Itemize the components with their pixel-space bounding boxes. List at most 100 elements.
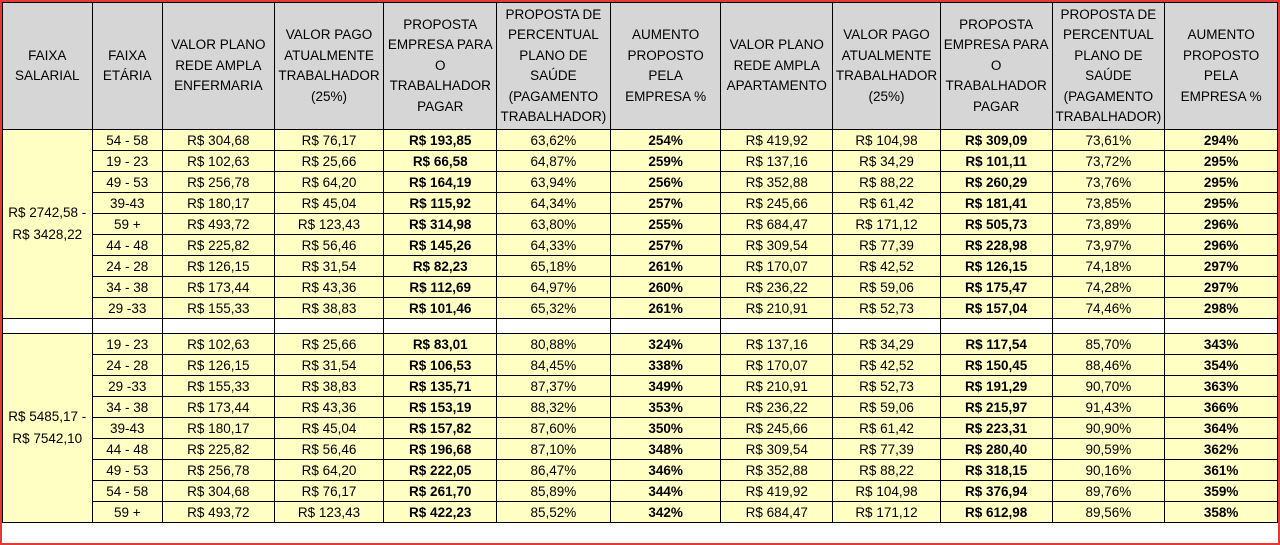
- faixa-etaria-cell: 34 - 38: [91, 276, 163, 298]
- percentual-enfermaria-cell: 64,34%: [496, 192, 611, 214]
- faixa-etaria-cell: 24 - 28: [91, 354, 163, 376]
- empty-cell: [939, 318, 1053, 334]
- proposta-enfermaria-cell: R$ 164,19: [383, 171, 498, 193]
- valor-pago-enfermaria-cell: R$ 64,20: [273, 171, 385, 193]
- faixa-salarial-cell: R$ 5485,17 - R$ 7542,10: [2, 333, 93, 523]
- table-row: 49 - 53 R$ 256,78 R$ 64,20 R$ 222,05 86,47% 3…: [3, 459, 1278, 481]
- table-row: 24 - 28 R$ 126,15 R$ 31,54 R$ 106,53 84,45% 3…: [3, 354, 1278, 376]
- valor-plano-enfermaria-cell: R$ 173,44: [161, 396, 275, 418]
- valor-pago-apartamento-cell: R$ 61,42: [832, 192, 941, 214]
- aumento-apartamento-cell: 366%: [1164, 396, 1278, 418]
- percentual-apartamento-cell: 89,76%: [1051, 480, 1166, 502]
- proposta-apartamento-cell: R$ 309,09: [939, 129, 1053, 151]
- valor-plano-enfermaria-cell: R$ 493,72: [161, 501, 275, 523]
- valor-plano-apartamento-cell: R$ 245,66: [720, 192, 834, 214]
- aumento-enfermaria-cell: 348%: [609, 438, 722, 460]
- percentual-enfermaria-cell: 84,45%: [496, 354, 611, 376]
- percentual-apartamento-cell: 90,90%: [1051, 417, 1166, 439]
- aumento-enfermaria-cell: 255%: [609, 213, 722, 235]
- aumento-apartamento-cell: 358%: [1164, 501, 1278, 523]
- aumento-enfermaria-cell: 257%: [609, 234, 722, 256]
- valor-pago-enfermaria-cell: R$ 56,46: [273, 234, 385, 256]
- valor-pago-enfermaria-cell: R$ 43,36: [273, 276, 385, 298]
- faixa-etaria-cell: 54 - 58: [91, 480, 163, 502]
- valor-pago-apartamento-cell: R$ 104,98: [832, 129, 941, 151]
- table-row: 59 + R$ 493,72 R$ 123,43 R$ 314,98 63,80% 255…: [3, 213, 1278, 235]
- proposta-apartamento-cell: R$ 101,11: [939, 150, 1053, 172]
- percentual-enfermaria-cell: 63,80%: [496, 213, 611, 235]
- percentual-apartamento-cell: 74,28%: [1051, 276, 1166, 298]
- valor-pago-apartamento-cell: R$ 61,42: [832, 417, 941, 439]
- valor-plano-apartamento-cell: R$ 210,91: [720, 375, 834, 397]
- percentual-enfermaria-cell: 64,87%: [496, 150, 611, 172]
- valor-plano-apartamento-cell: R$ 352,88: [720, 459, 834, 481]
- valor-plano-apartamento-cell: R$ 170,07: [720, 255, 834, 277]
- valor-plano-enfermaria-cell: R$ 493,72: [161, 213, 275, 235]
- faixa-etaria-cell: 39-43: [91, 192, 163, 214]
- faixa-etaria-cell: 29 -33: [91, 297, 163, 319]
- valor-plano-apartamento-cell: R$ 352,88: [720, 171, 834, 193]
- percentual-enfermaria-cell: 80,88%: [496, 333, 611, 355]
- aumento-enfermaria-cell: 324%: [609, 333, 722, 355]
- valor-pago-enfermaria-cell: R$ 64,20: [273, 459, 385, 481]
- proposta-enfermaria-cell: R$ 222,05: [383, 459, 498, 481]
- column-header: PROPOSTA DE PERCENTUAL PLANO DE SAÚDE (PAGA…: [496, 2, 611, 130]
- faixa-etaria-cell: 54 - 58: [91, 129, 163, 151]
- valor-pago-enfermaria-cell: R$ 25,66: [273, 150, 385, 172]
- aumento-enfermaria-cell: 338%: [609, 354, 722, 376]
- proposta-apartamento-cell: R$ 215,97: [939, 396, 1053, 418]
- column-header: PROPOSTA DE PERCENTUAL PLANO DE SAÚDE (PAGA…: [1051, 2, 1166, 130]
- valor-plano-enfermaria-cell: R$ 256,78: [161, 171, 275, 193]
- valor-plano-enfermaria-cell: R$ 180,17: [161, 417, 275, 439]
- valor-plano-enfermaria-cell: R$ 225,82: [161, 438, 275, 460]
- aumento-apartamento-cell: 361%: [1164, 459, 1278, 481]
- valor-pago-apartamento-cell: R$ 42,52: [832, 354, 941, 376]
- percentual-apartamento-cell: 88,46%: [1051, 354, 1166, 376]
- valor-plano-apartamento-cell: R$ 419,92: [720, 480, 834, 502]
- faixa-etaria-cell: 19 - 23: [91, 150, 163, 172]
- proposta-apartamento-cell: R$ 191,29: [939, 375, 1053, 397]
- proposta-apartamento-cell: R$ 175,47: [939, 276, 1053, 298]
- valor-plano-apartamento-cell: R$ 137,16: [720, 333, 834, 355]
- column-header: AUMENTO PROPOSTO PELA EMPRESA %: [1164, 2, 1278, 130]
- valor-pago-apartamento-cell: R$ 34,29: [832, 150, 941, 172]
- valor-plano-apartamento-cell: R$ 309,54: [720, 234, 834, 256]
- aumento-enfermaria-cell: 346%: [609, 459, 722, 481]
- proposta-enfermaria-cell: R$ 135,71: [383, 375, 498, 397]
- valor-plano-enfermaria-cell: R$ 102,63: [161, 150, 275, 172]
- faixa-etaria-cell: 24 - 28: [91, 255, 163, 277]
- percentual-enfermaria-cell: 63,94%: [496, 171, 611, 193]
- valor-plano-apartamento-cell: R$ 236,22: [720, 276, 834, 298]
- proposta-enfermaria-cell: R$ 83,01: [383, 333, 498, 355]
- valor-plano-enfermaria-cell: R$ 126,15: [161, 354, 275, 376]
- aumento-apartamento-cell: 298%: [1164, 297, 1278, 319]
- proposta-enfermaria-cell: R$ 101,46: [383, 297, 498, 319]
- column-header: PROPOSTA EMPRESA PARA O TRABALHADOR PAGAR: [383, 2, 498, 130]
- column-header: PROPOSTA EMPRESA PARA O TRABALHADOR PAGAR: [939, 2, 1053, 130]
- aumento-enfermaria-cell: 344%: [609, 480, 722, 502]
- valor-plano-enfermaria-cell: R$ 155,33: [161, 297, 275, 319]
- percentual-apartamento-cell: 90,16%: [1051, 459, 1166, 481]
- valor-plano-apartamento-cell: R$ 210,91: [720, 297, 834, 319]
- percentual-enfermaria-cell: 87,10%: [496, 438, 611, 460]
- valor-plano-apartamento-cell: R$ 419,92: [720, 129, 834, 151]
- percentual-enfermaria-cell: 65,18%: [496, 255, 611, 277]
- valor-pago-apartamento-cell: R$ 171,12: [832, 213, 941, 235]
- percentual-enfermaria-cell: 63,62%: [496, 129, 611, 151]
- aumento-apartamento-cell: 363%: [1164, 375, 1278, 397]
- table-row: 29 -33 R$ 155,33 R$ 38,83 R$ 101,46 65,32% 26…: [3, 297, 1278, 319]
- valor-pago-apartamento-cell: R$ 42,52: [832, 255, 941, 277]
- empty-cell: [609, 318, 722, 334]
- valor-plano-enfermaria-cell: R$ 304,68: [161, 129, 275, 151]
- column-header: VALOR PAGO ATUALMENTE TRABALHADOR (25%): [832, 2, 941, 130]
- faixa-etaria-cell: 44 - 48: [91, 234, 163, 256]
- aumento-enfermaria-cell: 342%: [609, 501, 722, 523]
- valor-pago-enfermaria-cell: R$ 56,46: [273, 438, 385, 460]
- percentual-apartamento-cell: 73,76%: [1051, 171, 1166, 193]
- empty-cell: [91, 318, 163, 334]
- aumento-apartamento-cell: 296%: [1164, 213, 1278, 235]
- proposta-enfermaria-cell: R$ 82,23: [383, 255, 498, 277]
- valor-pago-apartamento-cell: R$ 88,22: [832, 459, 941, 481]
- aumento-apartamento-cell: 364%: [1164, 417, 1278, 439]
